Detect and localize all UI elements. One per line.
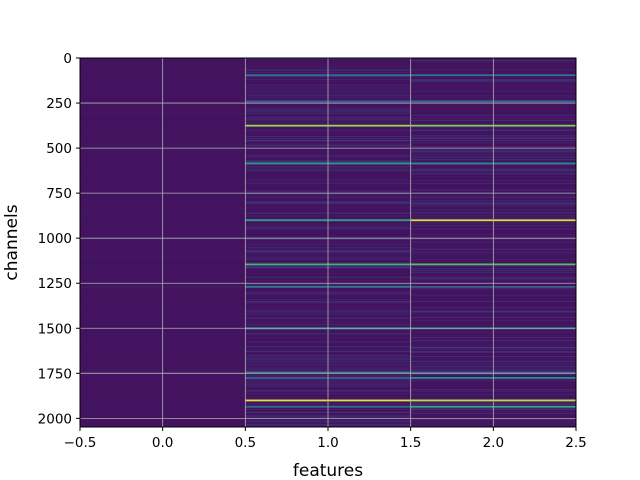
- x-tick-label: 0.5: [235, 435, 256, 451]
- x-tick-label: −0.5: [64, 435, 97, 451]
- x-tick-label: 2.5: [565, 435, 586, 451]
- y-tick-label: 1500: [38, 321, 72, 337]
- y-tick-label: 1750: [38, 366, 72, 382]
- y-tick-label: 250: [46, 96, 72, 112]
- x-tick-label: 2.0: [483, 435, 504, 451]
- x-axis: −0.5 0.0 0.5 1.0 1.5 2.0 2.5: [64, 427, 587, 451]
- y-tick-label: 500: [46, 141, 72, 157]
- y-axis: 0 250 500 750 1000 1250 1500 1750 2000: [38, 51, 80, 427]
- y-tick-label: 2000: [38, 411, 72, 427]
- y-tick-label: 1000: [38, 231, 72, 247]
- y-tick-label: 0: [63, 51, 72, 67]
- y-tick-label: 1250: [38, 276, 72, 292]
- y-axis-label: channels: [2, 204, 22, 280]
- x-tick-label: 1.5: [400, 435, 421, 451]
- x-axis-label: features: [293, 461, 363, 480]
- x-tick-label: 1.0: [317, 435, 338, 451]
- x-tick-label: 0.0: [152, 435, 173, 451]
- y-tick-label: 750: [46, 186, 72, 202]
